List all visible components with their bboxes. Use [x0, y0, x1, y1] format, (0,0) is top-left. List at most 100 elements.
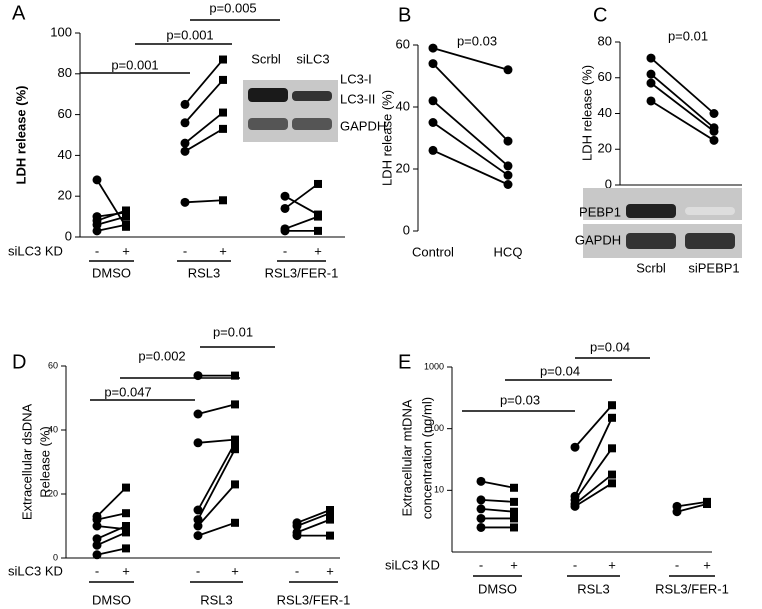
panel-label: A: [12, 2, 26, 24]
pair-line: [296, 509, 331, 524]
y-tick-label: 0: [403, 222, 410, 237]
condition-label: -: [295, 563, 299, 578]
condition-label: +: [608, 557, 616, 572]
dot: [180, 146, 190, 156]
pair-line: [96, 512, 127, 521]
dot: [646, 69, 656, 79]
pair-line: [197, 442, 236, 511]
y-tick-label: 60: [58, 106, 72, 121]
y-tick-label: 1000: [424, 361, 444, 371]
condition-label: -: [283, 243, 287, 258]
pair-line: [480, 498, 515, 503]
y-tick-label: 80: [58, 65, 72, 80]
dot: [608, 444, 616, 453]
pair-line: [96, 179, 127, 228]
pair-line: [96, 209, 127, 222]
condition-label: +: [219, 243, 227, 258]
pair-line: [197, 438, 236, 444]
p-value: p=0.01: [668, 28, 708, 43]
pair-line: [574, 447, 613, 501]
pair-line: [284, 183, 319, 210]
dot: [510, 507, 518, 516]
y-tick-label: 0: [605, 176, 612, 191]
p-value: p=0.04: [540, 363, 580, 378]
dot: [476, 495, 486, 505]
condition-label: -: [675, 557, 679, 572]
y-tick-label: 60: [48, 360, 58, 370]
dot: [92, 540, 102, 550]
y-tick-label: 10: [434, 485, 444, 495]
dot: [608, 401, 616, 410]
pair-line: [296, 518, 331, 534]
y-tick-label: 100: [50, 24, 72, 39]
condition-label: -: [573, 557, 577, 572]
pair-line: [676, 500, 708, 508]
pair-line: [284, 215, 319, 230]
group-label: DMSO: [478, 581, 517, 596]
pair-line: [432, 100, 509, 167]
dot: [180, 197, 190, 207]
condition-label: +: [231, 563, 239, 578]
dot: [219, 75, 227, 84]
x-axis-label: siLC3 KD: [8, 243, 63, 258]
pair-line: [197, 521, 236, 537]
dot: [510, 483, 518, 492]
y-axis-label: LDH release (%): [379, 90, 394, 186]
x-axis-label: siLC3 KD: [385, 557, 440, 572]
condition-label: HCQ: [494, 244, 523, 259]
y-tick-label: 20: [598, 141, 612, 156]
condition-label: Scrbl: [636, 260, 666, 275]
dot: [709, 126, 719, 136]
condition-label: -: [196, 563, 200, 578]
dot: [231, 445, 239, 454]
y-tick-label: 20: [48, 488, 58, 498]
dot: [193, 521, 203, 531]
dot: [219, 108, 227, 117]
dot: [92, 515, 102, 525]
blot-band: [685, 207, 735, 215]
dot: [219, 124, 227, 133]
dot: [510, 497, 518, 506]
dot: [608, 470, 616, 479]
dot: [193, 531, 203, 541]
pair-line: [296, 512, 331, 527]
pair-line: [96, 531, 127, 547]
pair-line: [96, 547, 127, 556]
pair-line: [432, 62, 509, 142]
blot-band-label: GAPDH: [575, 232, 621, 247]
group-label: RSL3: [188, 265, 221, 280]
dot: [428, 43, 438, 53]
panel-label: B: [398, 4, 411, 26]
dot: [122, 528, 130, 537]
dot: [428, 96, 438, 106]
dot: [92, 550, 102, 560]
y-axis-label: LDH release (%): [13, 86, 28, 185]
condition-label: +: [703, 557, 711, 572]
condition-label: siPEBP1: [688, 260, 739, 275]
blot-band-label: GAPDH: [340, 118, 386, 133]
dot: [608, 413, 616, 422]
dot: [122, 212, 130, 221]
dot: [193, 515, 203, 525]
pair-line: [197, 403, 236, 415]
dot: [193, 505, 203, 515]
group-label: RSL3/FER-1: [655, 581, 729, 596]
dot: [314, 226, 322, 235]
p-value: p=0.01: [213, 324, 253, 339]
pair-line: [432, 47, 509, 71]
pair-line: [650, 57, 715, 115]
dot: [672, 507, 682, 517]
y-tick-label: 60: [598, 69, 612, 84]
dot: [646, 53, 656, 63]
dot: [646, 78, 656, 88]
panel-label: C: [593, 4, 607, 26]
dot: [122, 220, 130, 229]
dot: [326, 509, 334, 518]
dot: [476, 476, 486, 486]
y-tick-label: 20: [58, 188, 72, 203]
condition-label: -: [95, 243, 99, 258]
dot: [510, 523, 518, 532]
dot: [326, 515, 334, 524]
pair-line: [96, 525, 127, 540]
dot: [122, 206, 130, 215]
